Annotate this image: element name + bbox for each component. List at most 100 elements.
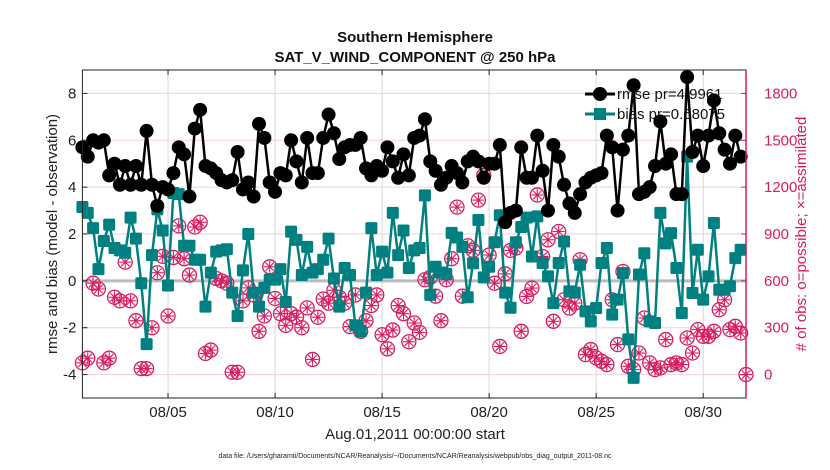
obs-count-point bbox=[513, 323, 529, 339]
obs-possible-marker bbox=[444, 251, 460, 267]
obs-assimilated-marker bbox=[104, 353, 114, 363]
obs-assimilated-marker bbox=[302, 303, 312, 313]
obs-possible-marker bbox=[187, 219, 203, 235]
x-tick-label: 08/05 bbox=[149, 404, 187, 421]
obs-assimilated-marker bbox=[281, 320, 291, 331]
bias-point bbox=[103, 218, 116, 231]
bias-point bbox=[659, 237, 672, 250]
obs-assimilated-marker bbox=[634, 348, 644, 358]
bias-point bbox=[697, 293, 710, 306]
obs-count-point bbox=[732, 325, 749, 341]
obs-assimilated-marker bbox=[489, 278, 500, 288]
obs-count-point bbox=[379, 341, 396, 357]
bias-point bbox=[504, 301, 517, 314]
obs-possible-marker bbox=[160, 308, 176, 324]
obs-assimilated-marker bbox=[372, 290, 382, 300]
obs-assimilated-marker bbox=[388, 325, 398, 335]
bias-point bbox=[311, 263, 324, 276]
obs-possible-marker bbox=[411, 324, 428, 341]
obs-assimilated-marker bbox=[398, 309, 409, 319]
bias-point bbox=[595, 257, 608, 270]
obs-count-point bbox=[122, 293, 139, 309]
obs-assimilated-marker bbox=[88, 278, 98, 288]
obs-count-point bbox=[684, 345, 701, 361]
obs-count-point bbox=[449, 199, 465, 215]
bias-point bbox=[413, 242, 426, 255]
obs-assimilated-marker bbox=[666, 359, 676, 370]
obs-count-point bbox=[128, 313, 144, 329]
rmse-point bbox=[396, 147, 411, 162]
bias-point bbox=[317, 253, 330, 266]
bias-point bbox=[194, 253, 207, 266]
rmse-point bbox=[284, 133, 299, 148]
obs-assimilated-marker bbox=[211, 273, 221, 284]
obs-possible-marker bbox=[310, 309, 326, 325]
obs-assimilated-marker bbox=[131, 316, 141, 326]
bias-point bbox=[386, 206, 399, 219]
bias-point bbox=[365, 222, 378, 235]
rmse-point bbox=[594, 166, 609, 181]
bias-point bbox=[707, 216, 720, 229]
bias-point bbox=[327, 272, 340, 285]
obs-possible-marker bbox=[513, 323, 529, 339]
obs-assimilated-marker bbox=[93, 284, 104, 294]
obs-count-point bbox=[545, 313, 561, 329]
obs-assimilated-marker bbox=[693, 324, 703, 335]
rmse-point bbox=[187, 121, 202, 136]
bias-point bbox=[279, 295, 292, 308]
rmse-point bbox=[241, 175, 256, 190]
rmse-point bbox=[139, 123, 154, 138]
obs-assimilated-marker bbox=[682, 333, 692, 343]
obs-possible-marker bbox=[128, 313, 144, 329]
bias-point bbox=[702, 270, 715, 283]
rmse-point bbox=[380, 140, 395, 155]
bias-point bbox=[606, 308, 619, 321]
y-tick-label: -4 bbox=[63, 367, 76, 384]
bias-point bbox=[231, 310, 244, 322]
obs-assimilated-marker bbox=[677, 359, 687, 370]
obs-assimilated-marker bbox=[270, 293, 280, 304]
bias-point bbox=[675, 306, 688, 319]
rmse-point bbox=[80, 149, 95, 164]
right-y-axis-label: # of obs: o=possible; ×=assimilated bbox=[793, 117, 810, 352]
bias-point bbox=[579, 305, 592, 318]
rmse-point bbox=[674, 187, 689, 202]
obs-possible-marker bbox=[529, 187, 545, 203]
obs-possible-marker bbox=[101, 350, 117, 366]
rmse-point bbox=[733, 149, 748, 164]
obs-count-point bbox=[599, 356, 615, 373]
obs-assimilated-marker bbox=[495, 341, 505, 352]
obs-count-point bbox=[401, 334, 417, 350]
bias-point bbox=[172, 188, 185, 201]
chart-subtitle: SAT_V_WIND_COMPONENT @ 250 hPa bbox=[274, 49, 556, 66]
rmse-point bbox=[557, 177, 572, 192]
rmse-point bbox=[696, 159, 711, 174]
obs-assimilated-marker bbox=[548, 316, 558, 326]
bias-point bbox=[92, 263, 105, 276]
bias-point bbox=[552, 257, 565, 270]
legend-rmse-label: rmse pr=4.9961 bbox=[617, 86, 722, 103]
obs-possible-marker bbox=[679, 330, 695, 346]
rmse-point bbox=[428, 163, 443, 178]
obs-count-point bbox=[679, 330, 695, 346]
rmse-point bbox=[642, 180, 657, 195]
obs-possible-marker bbox=[390, 297, 406, 314]
obs-possible-marker bbox=[706, 323, 722, 339]
obs-assimilated-marker bbox=[516, 326, 526, 336]
bias-point bbox=[568, 286, 581, 299]
obs-possible-marker bbox=[561, 300, 578, 316]
obs-count-point bbox=[374, 327, 390, 343]
obs-possible-marker bbox=[518, 288, 535, 305]
rmse-point bbox=[257, 130, 272, 145]
bias-point bbox=[376, 245, 389, 258]
bias-point bbox=[638, 247, 651, 260]
obs-possible-marker bbox=[385, 322, 401, 338]
rmse-point bbox=[690, 128, 705, 143]
y-tick-label: 6 bbox=[68, 132, 76, 149]
obs-possible-marker bbox=[138, 360, 155, 377]
obs-possible-marker bbox=[658, 331, 674, 348]
rmse-point bbox=[540, 203, 555, 218]
obs-count-point bbox=[593, 353, 610, 369]
obs-assimilated-marker bbox=[473, 195, 484, 205]
